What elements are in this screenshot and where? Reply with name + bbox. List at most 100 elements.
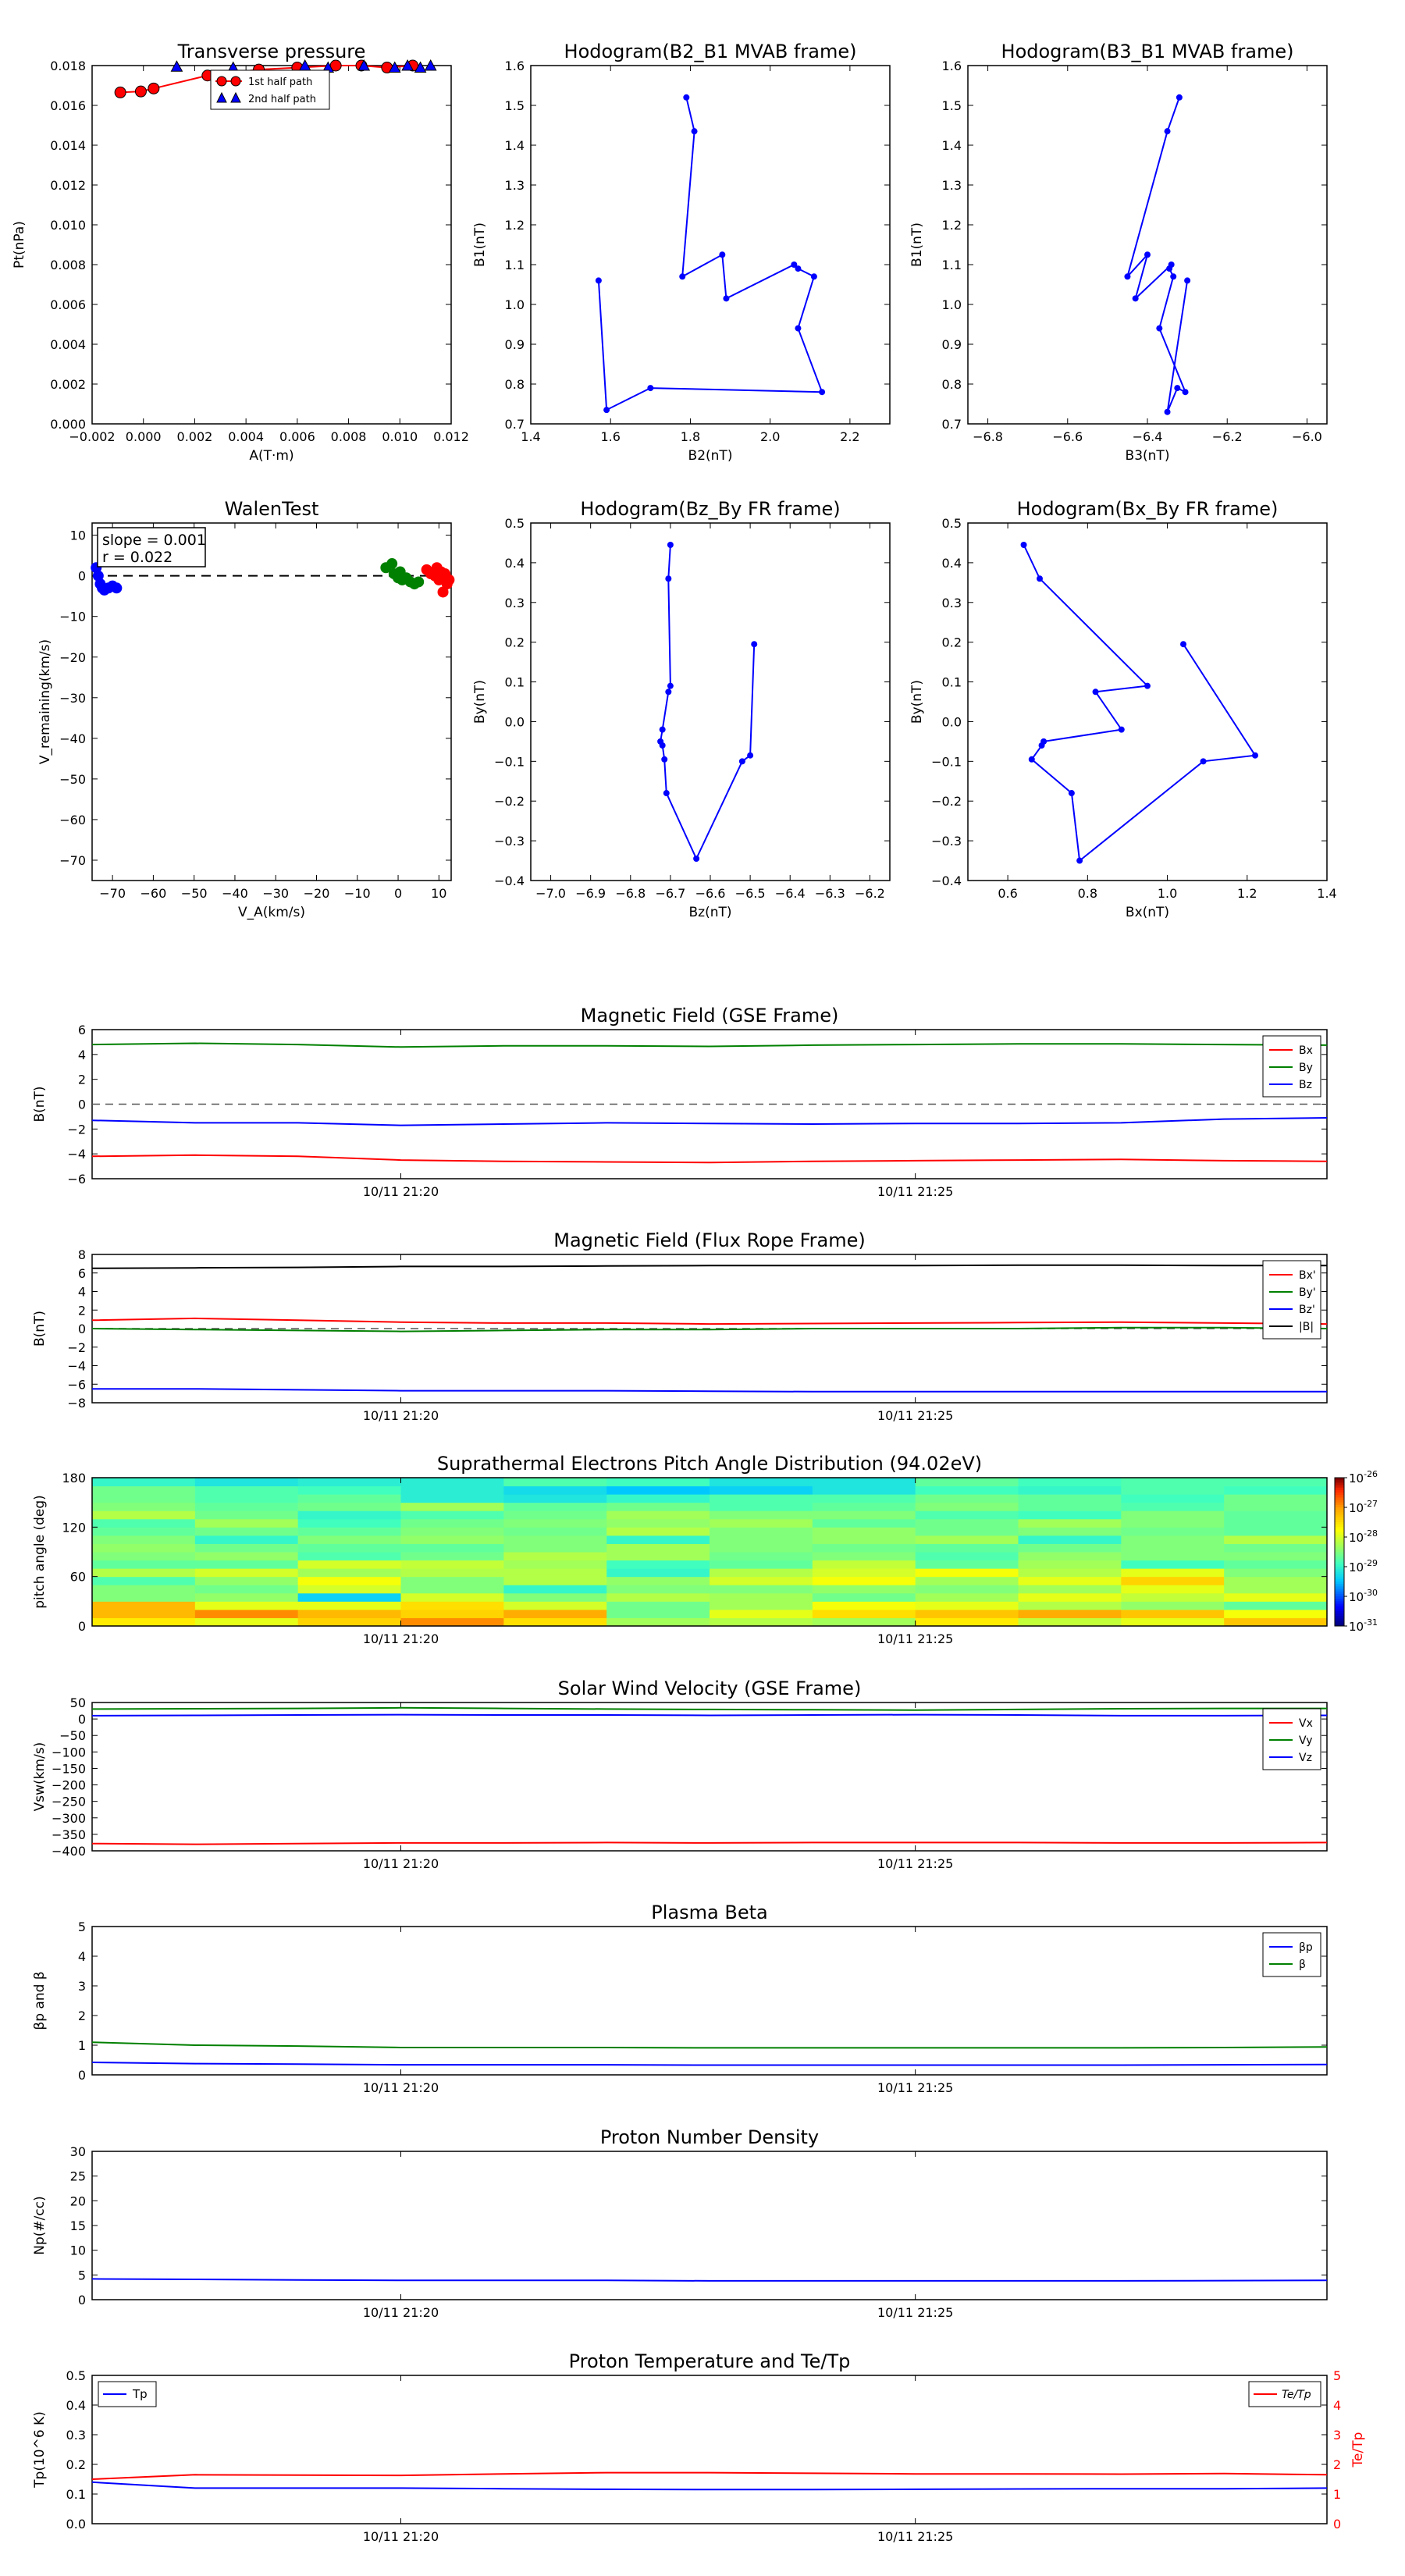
bgse-ytick-label: −2 (67, 1122, 86, 1137)
pad-cell (606, 1609, 710, 1618)
np-ytick-label: 15 (70, 2218, 86, 2233)
hodo3-point (667, 541, 674, 548)
pad-cell (503, 1478, 607, 1487)
pad-cell (194, 1502, 299, 1511)
pad-colorbar-segment (1335, 1578, 1344, 1582)
pad-cell (297, 1485, 401, 1495)
hodo2-ytick-label: 0.7 (942, 417, 962, 432)
walen-chart: WalenTest−70 −60 −50 −40 −30 −20 −10 0 10−70−60−… (37, 498, 455, 920)
hodo1-ytick-label: 1.4 (505, 138, 525, 153)
pad-colorbar-segment (1335, 1601, 1344, 1604)
pt-point-1st-half (134, 85, 147, 98)
hodo3-point (661, 756, 668, 763)
pad-cell (1018, 1510, 1122, 1520)
hodo4-point (1037, 575, 1043, 582)
pt-xtick-label: 0.002 (177, 429, 213, 444)
hodo4-point (1200, 758, 1207, 765)
tp-xtick-label: 10/11 21:25 (877, 2529, 953, 2544)
pad-colorbar-segment (1335, 1608, 1344, 1612)
pad-cell (1224, 1585, 1328, 1594)
beta-ytick-label: 5 (78, 1920, 86, 1934)
pt-series-1st-half-line (120, 65, 413, 94)
pad-colorbar-segment (1335, 1539, 1344, 1542)
pad-cell (1018, 1568, 1122, 1578)
pad-cell (297, 1601, 401, 1610)
pad-cell (710, 1609, 813, 1618)
bfr-series-By (91, 1326, 1328, 1332)
pad-colorbar-segment (1335, 1480, 1344, 1483)
hodo2-ytick-label: 0.8 (942, 377, 962, 392)
pad-cell (1224, 1543, 1328, 1553)
hodo1-point (679, 273, 686, 280)
pad-colorbar-segment (1335, 1542, 1344, 1545)
pad-colorbar-segment (1335, 1616, 1344, 1619)
hodo1-xtick-label: 2.0 (760, 429, 780, 444)
pad-cell (606, 1478, 710, 1487)
tp-chart: Proton Temperature and Te/Tp 10/11 21:20 1… (32, 2350, 1366, 2544)
pt-legend-label-2: 2nd half path (248, 94, 316, 105)
tp-y2tick-label: 4 (1333, 2398, 1341, 2413)
pt-xtick-label: 0.006 (279, 429, 315, 444)
hodo2-ytick-label: 1.6 (942, 59, 962, 73)
pad-colorbar-segment (1335, 1586, 1344, 1589)
pad-cell (1224, 1617, 1328, 1627)
np-plot-frame (91, 2151, 1328, 2300)
pad-cell (1018, 1518, 1122, 1528)
hodo2-ylabel: B1(nT) (909, 222, 925, 267)
pad-cell (297, 1478, 401, 1487)
pad-cell (812, 1527, 916, 1536)
hodo2-ytick-label: 1.2 (942, 218, 962, 233)
tp-legend-right-label: Te/Tp (1282, 2389, 1311, 2401)
pad-cell (1121, 1552, 1225, 1561)
pad-cell (710, 1568, 813, 1578)
hodo2-ytick-label: 1.0 (942, 297, 962, 312)
np-chart: Proton Number Density 10/11 21:20 10/11 21… (32, 2126, 1328, 2320)
pad-colorbar-segment (1335, 1519, 1344, 1523)
pad-plot-frame (91, 1477, 1328, 1627)
hodo3-ytick-label: −0.4 (494, 873, 525, 888)
pad-colorbar-segment (1335, 1478, 1344, 1481)
pad-cell (92, 1535, 196, 1544)
pad-colorbar-segment (1335, 1593, 1344, 1597)
pad-cell (400, 1502, 504, 1511)
pad-chart: Suprathermal Electrons Pitch Angle Distr… (32, 1453, 1378, 1646)
pad-cell (297, 1552, 401, 1561)
vsw-xtick-label: 10/11 21:20 (363, 1856, 439, 1871)
pad-cell (1121, 1585, 1225, 1594)
pad-cell (503, 1592, 607, 1602)
pad-cell (710, 1527, 813, 1536)
pad-cell (812, 1510, 916, 1520)
pad-colorbar-segment (1335, 1510, 1344, 1513)
hodo1-point (791, 262, 798, 268)
pad-cell (194, 1585, 299, 1594)
bgse-series-Bx (91, 1154, 1328, 1164)
beta-ytick-label: 2 (78, 2008, 86, 2023)
pad-cell (92, 1592, 196, 1602)
hodo3-point (693, 856, 700, 863)
hodo2-ytick-label: 1.4 (942, 138, 962, 153)
hodo2-xtick-label: −6.6 (1052, 429, 1083, 444)
pad-cell (710, 1478, 813, 1487)
pad-colorbar-segment (1335, 1564, 1344, 1567)
hodo3-point (659, 726, 666, 733)
pad-cell (503, 1485, 607, 1495)
tp-ytick-label: 0.1 (66, 2487, 86, 2502)
hodo4-point (1118, 726, 1125, 733)
pad-cell (1224, 1485, 1328, 1495)
hodo4-point (1068, 790, 1075, 797)
pad-ytick-label: 120 (62, 1520, 86, 1535)
walen-ytick-label: −50 (59, 772, 86, 787)
pt-ytick-label: 0.008 (50, 258, 86, 272)
pad-cell (915, 1527, 1019, 1536)
vsw-ylabel: Vsw(km/s) (32, 1742, 48, 1812)
pad-cell (1121, 1617, 1225, 1627)
pad-cell (1018, 1502, 1122, 1511)
pad-colorbar-segment (1335, 1591, 1344, 1595)
walen-xtick-label: 10 (431, 886, 446, 901)
pt-chart: Transverse pressure−0.002 0.000 0.002 0.004… (12, 41, 469, 464)
pad-cell (1018, 1552, 1122, 1561)
pad-cell (710, 1510, 813, 1520)
pad-cell (812, 1576, 916, 1585)
pad-cell (606, 1592, 710, 1602)
